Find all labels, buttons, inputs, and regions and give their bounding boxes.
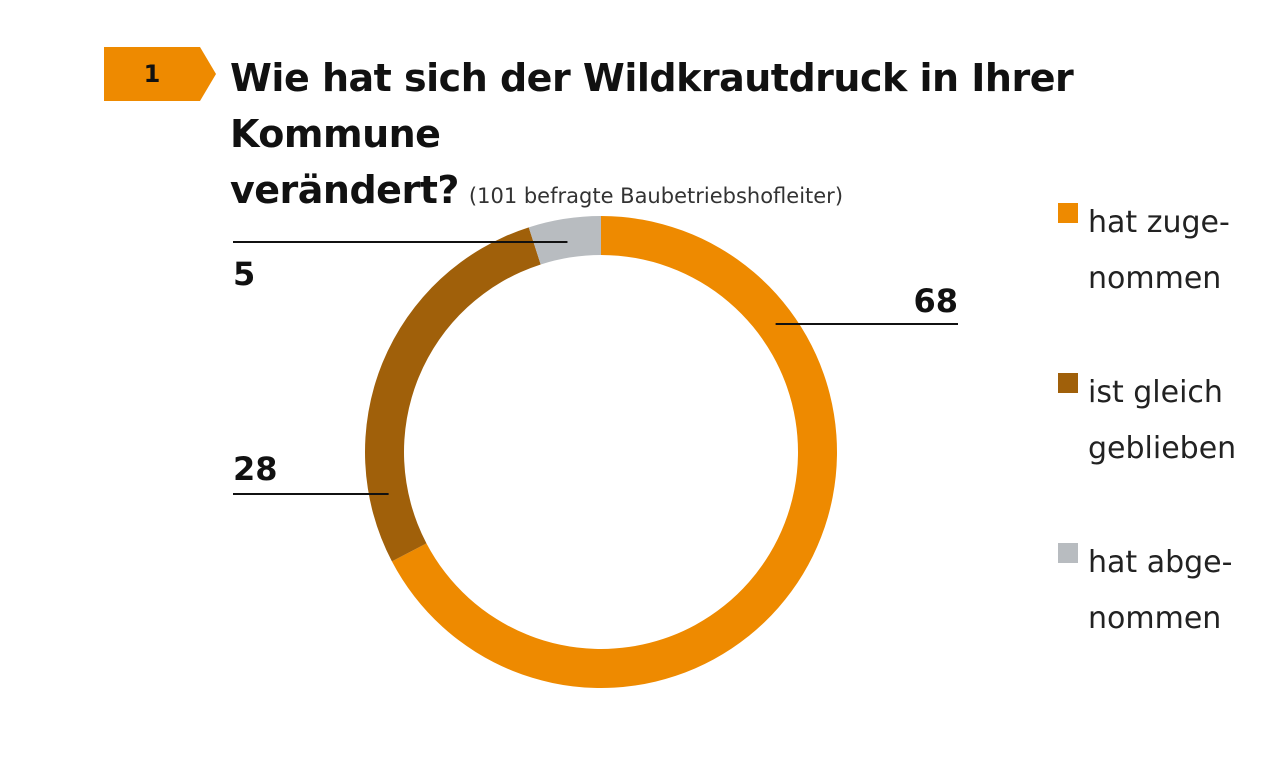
legend-label-abgenommen: hat abge- nommen: [1088, 545, 1233, 636]
badge-number: 1: [143, 60, 161, 88]
legend-item-zugenommen: hat zuge- nommen: [1058, 195, 1268, 365]
value-label-zugenommen: 68: [913, 282, 958, 320]
value-label-gleich: 28: [233, 450, 278, 488]
chart-subtitle: (101 befragte Baubetriebshofleiter): [468, 184, 844, 208]
chart-legend: hat zuge- nommen ist gleich geblieben ha…: [1058, 195, 1268, 705]
title-line-2: verändert?: [230, 168, 459, 212]
legend-item-gleich: ist gleich geblieben: [1058, 365, 1268, 535]
title-line-2-wrapper: verändert? (101 befragte Baubetriebshofle…: [230, 162, 1250, 224]
legend-label-zugenommen: hat zuge- nommen: [1088, 205, 1230, 296]
chart-title: Wie hat sich der Wildkrautdruck in Ihrer…: [230, 50, 1250, 224]
legend-item-abgenommen: hat abge- nommen: [1058, 535, 1268, 705]
value-label-abgenommen: 5: [233, 255, 255, 293]
legend-swatch-zugenommen: [1058, 203, 1078, 223]
legend-swatch-abgenommen: [1058, 543, 1078, 563]
number-badge: 1: [104, 47, 216, 101]
title-line-1: Wie hat sich der Wildkrautdruck in Ihrer…: [230, 56, 1074, 156]
donut-slice-gleich: [364, 227, 541, 562]
donut-slice-abgenommen: [528, 216, 601, 265]
legend-swatch-gleich: [1058, 373, 1078, 393]
legend-label-gleich: ist gleich geblieben: [1088, 375, 1237, 466]
